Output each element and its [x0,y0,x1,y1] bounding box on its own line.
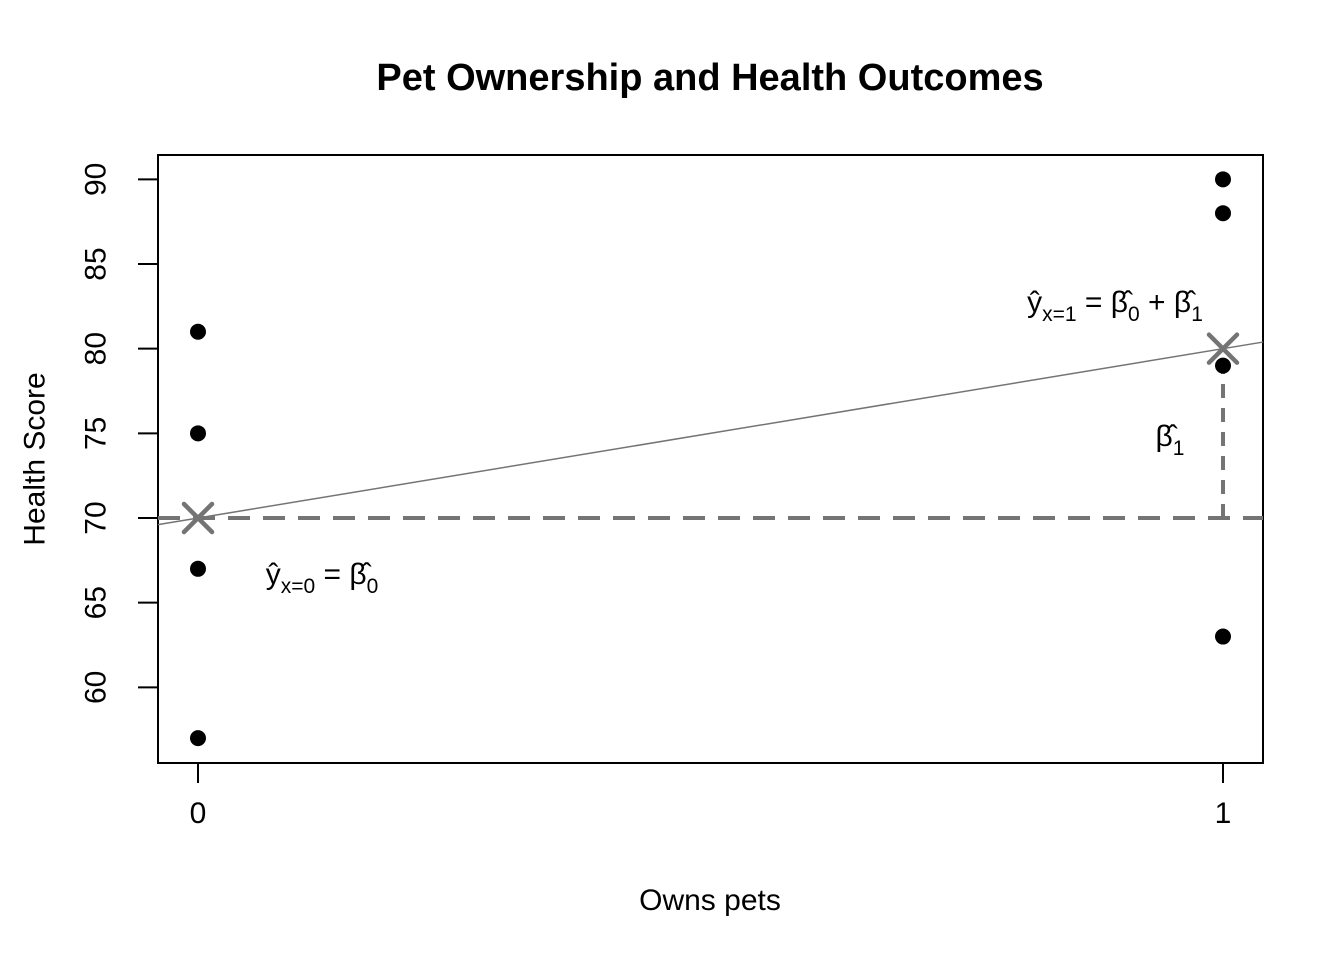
data-point [1215,357,1231,374]
data-point [1215,205,1231,222]
y-tick-label: 60 [80,671,113,704]
y-axis: 60 65 70 75 80 85 90 [80,163,158,704]
x-axis-label: Owns pets [639,884,781,917]
data-point [1215,171,1231,188]
data-point [190,425,206,442]
y-tick-label: 75 [80,417,113,450]
data-point [1215,628,1231,645]
annotation-beta1: β̂1 [1156,420,1185,460]
y-axis-label: Health Score [19,372,52,545]
fit-line [157,341,1264,526]
ref-lines [158,348,1263,520]
annotation-mean-x1: ŷx=1 = β̂0 + β̂1 [1027,286,1203,326]
points-layer [190,171,1231,747]
y-tick-label: 70 [80,501,113,534]
x-tick-label: 1 [1215,797,1232,830]
data-point [190,730,206,747]
fit-layer [157,341,1264,526]
plot-box [157,154,1264,764]
y-tick-label: 65 [80,586,113,619]
chart-title: Pet Ownership and Health Outcomes [376,57,1043,99]
group-mean-marker [181,501,215,535]
means-layer [181,332,1240,535]
data-point [190,560,206,577]
group-mean-marker [1206,332,1240,365]
y-tick-label: 80 [80,332,113,365]
data-point [190,323,206,340]
annotation-mean-x0: ŷx=0 = β̂0 [266,558,379,598]
x-tick-label: 0 [190,797,207,830]
y-tick-label: 90 [80,163,113,196]
y-tick-label: 85 [80,247,113,280]
